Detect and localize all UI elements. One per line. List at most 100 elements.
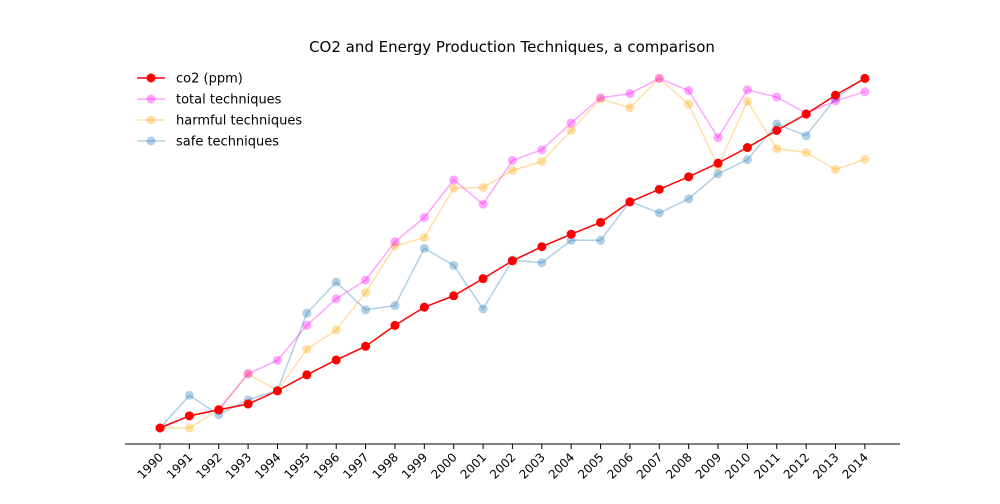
data-point	[302, 308, 312, 318]
x-tick-label: 1993	[223, 450, 254, 481]
data-point	[537, 242, 547, 252]
data-point	[184, 423, 194, 433]
data-point	[302, 344, 312, 354]
x-tick-label: 1990	[135, 450, 166, 481]
x-tick-label: 1997	[340, 450, 371, 481]
x-tick-label: 1998	[370, 450, 401, 481]
data-point	[507, 256, 517, 266]
data-point	[419, 243, 429, 253]
data-point	[713, 133, 723, 143]
data-point	[184, 390, 194, 400]
x-axis-ticks: 1990199119921993199419951996199719981999…	[135, 444, 871, 482]
chart-title: CO2 and Energy Production Techniques, a …	[309, 38, 715, 56]
data-point	[272, 386, 282, 396]
series-line	[159, 77, 866, 429]
data-point	[742, 96, 752, 106]
data-point	[449, 175, 459, 185]
legend-swatch-marker	[146, 73, 156, 83]
data-point	[654, 73, 664, 83]
data-point	[566, 125, 576, 135]
data-point	[625, 103, 635, 113]
data-point	[478, 304, 488, 314]
legend-item: co2 (ppm)	[137, 72, 243, 87]
x-tick-label: 1991	[164, 450, 195, 481]
data-point	[625, 89, 635, 99]
data-point	[860, 73, 870, 83]
data-point	[419, 212, 429, 222]
data-point	[772, 125, 782, 135]
data-point	[361, 288, 371, 298]
data-point	[449, 183, 459, 193]
data-point	[390, 301, 400, 311]
data-point	[742, 155, 752, 165]
x-tick-label: 2014	[840, 450, 871, 481]
data-point	[302, 320, 312, 330]
series-line	[160, 77, 866, 429]
data-point	[361, 275, 371, 285]
data-point	[419, 233, 429, 243]
data-point	[243, 369, 253, 379]
legend-label: harmful techniques	[176, 114, 302, 129]
data-point	[302, 370, 312, 380]
series-line	[159, 77, 866, 429]
data-point	[155, 423, 165, 433]
legend-label: total techniques	[176, 93, 282, 108]
x-tick-label: 1992	[193, 450, 224, 481]
data-point	[537, 145, 547, 155]
data-point	[654, 73, 664, 83]
data-point	[478, 182, 488, 192]
data-point	[507, 165, 517, 175]
data-point	[507, 155, 517, 165]
data-point	[684, 86, 694, 96]
series-total-techniques	[155, 73, 870, 433]
legend-item: safe techniques	[137, 135, 279, 150]
legend-label: co2 (ppm)	[176, 72, 243, 87]
x-tick-label: 2003	[516, 450, 547, 481]
data-point	[478, 274, 488, 284]
x-tick-label: 2001	[458, 450, 489, 481]
data-point	[596, 235, 606, 245]
data-point	[596, 94, 606, 104]
x-tick-label: 1999	[399, 450, 430, 481]
data-point	[331, 277, 341, 287]
data-point	[331, 355, 341, 365]
data-point	[537, 258, 547, 268]
data-point	[654, 184, 664, 194]
data-point	[449, 260, 459, 270]
series-co2-ppm-	[155, 73, 870, 433]
data-point	[537, 157, 547, 167]
data-point	[625, 197, 635, 207]
x-tick-label: 2006	[605, 450, 636, 481]
data-point	[772, 92, 782, 102]
data-point	[713, 158, 723, 168]
x-tick-label: 2008	[663, 450, 694, 481]
data-point	[272, 355, 282, 365]
x-tick-label: 1996	[311, 450, 342, 481]
x-tick-label: 1994	[252, 450, 283, 481]
data-point	[772, 144, 782, 154]
data-point	[654, 208, 664, 218]
data-point	[801, 148, 811, 157]
data-point	[243, 369, 253, 379]
data-point	[801, 131, 811, 141]
data-point	[684, 194, 694, 204]
x-tick-label: 2011	[751, 450, 782, 481]
data-point	[331, 294, 341, 304]
data-point	[566, 229, 576, 239]
data-point	[449, 291, 459, 301]
x-tick-label: 2010	[722, 450, 753, 481]
data-point	[361, 305, 371, 315]
x-tick-label: 2002	[487, 450, 518, 481]
data-point	[713, 169, 723, 179]
x-tick-label: 2004	[546, 450, 577, 481]
x-tick-label: 2012	[781, 450, 812, 481]
legend-item: total techniques	[137, 93, 282, 108]
data-point	[184, 411, 194, 421]
legend-swatch-marker	[146, 136, 156, 146]
data-point	[478, 199, 488, 209]
data-point	[390, 237, 400, 247]
data-point	[684, 99, 694, 109]
data-point	[419, 302, 429, 312]
